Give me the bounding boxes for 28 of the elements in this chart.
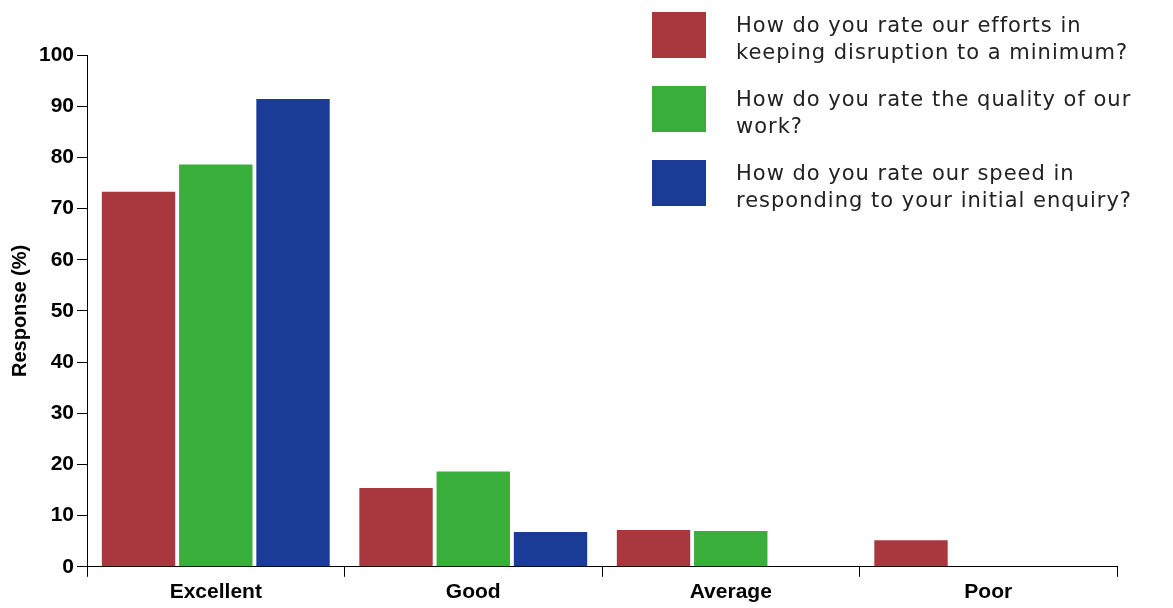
legend-label: How do you rate our efforts in keeping disruption to a minimum? [736,12,1130,66]
bar [874,540,948,567]
bar [616,529,691,567]
x-tick-label: Poor [964,579,1013,603]
y-tick-label: 90 [50,92,75,116]
legend-label: How do you rate our speed in responding to your initial enquiry? [736,160,1133,214]
y-tick-label: 60 [50,246,75,270]
y-tick-label: 0 [62,553,75,577]
bar [101,191,176,567]
y-tick-label: 30 [50,400,75,424]
bar [513,532,588,567]
bar [359,487,433,567]
y-axis-title: Response (%) [7,244,30,378]
bar [256,99,330,567]
x-tick-label: Average [689,579,772,603]
y-tick-label: 20 [50,451,75,475]
y-tick-label: 100 [38,41,75,65]
x-tick-label: Good [445,579,501,603]
y-tick-label: 70 [50,195,75,219]
legend-label: How do you rate the quality of our work? [736,86,1133,140]
bar [436,471,510,567]
bar [179,164,253,567]
y-tick-label: 10 [50,502,75,526]
y-tick-label: 80 [50,144,75,168]
y-tick-label: 40 [50,348,75,372]
y-tick-label: 50 [50,297,75,321]
bar [694,530,768,567]
x-tick-label: Excellent [169,579,262,603]
